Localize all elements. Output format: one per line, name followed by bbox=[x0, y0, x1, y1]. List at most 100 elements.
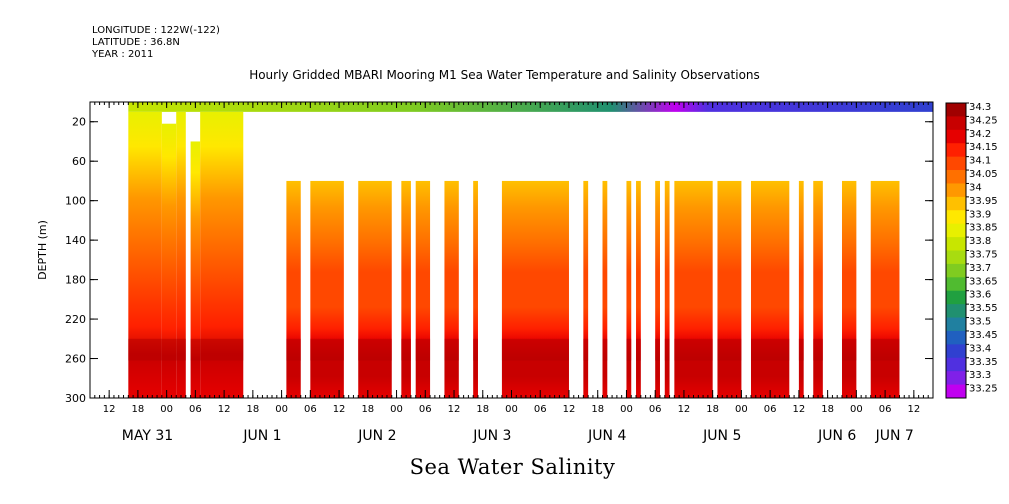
y-tick-label-20: 20 bbox=[72, 116, 86, 129]
x-tick-label-24: 06 bbox=[764, 404, 777, 415]
salinity-column-15 bbox=[626, 180, 632, 398]
x-tick-label-8: 06 bbox=[304, 404, 317, 415]
salinity-column-11 bbox=[473, 180, 478, 398]
legend-label-13: 33.65 bbox=[969, 276, 998, 287]
x-day-label-6: JUN 6 bbox=[817, 428, 856, 444]
x-tick-label-20: 06 bbox=[649, 404, 662, 415]
legend-swatch-16 bbox=[946, 317, 966, 332]
x-tick-label-5: 12 bbox=[218, 404, 231, 415]
chart-title: Hourly Gridded MBARI Mooring M1 Sea Wate… bbox=[249, 68, 760, 82]
y-tick-label-100: 100 bbox=[65, 195, 86, 208]
legend-swatch-9 bbox=[946, 223, 966, 238]
x-tick-label-18: 18 bbox=[591, 404, 604, 415]
legend-label-4: 34.1 bbox=[969, 156, 991, 167]
x-tick-label-7: 00 bbox=[275, 404, 288, 415]
x-tick-label-21: 12 bbox=[678, 404, 691, 415]
legend-label-21: 33.25 bbox=[969, 384, 998, 395]
legend-swatch-0 bbox=[946, 103, 966, 117]
y-tick-label-140: 140 bbox=[65, 234, 86, 247]
legend-label-5: 34.05 bbox=[969, 169, 998, 180]
legend-swatch-14 bbox=[946, 290, 966, 305]
salinity-column-21 bbox=[750, 180, 790, 398]
salinity-core-8 bbox=[401, 338, 411, 361]
legend-label-14: 33.6 bbox=[969, 290, 991, 301]
x-day-label-1: JUN 1 bbox=[242, 428, 281, 444]
salinity-core-16 bbox=[636, 338, 641, 361]
x-tick-label-16: 06 bbox=[534, 404, 547, 415]
salinity-column-1 bbox=[161, 123, 177, 398]
legend-swatch-1 bbox=[946, 116, 966, 131]
x-tick-label-9: 12 bbox=[333, 404, 346, 415]
salinity-core-13 bbox=[583, 338, 589, 361]
legend-label-1: 34.25 bbox=[969, 115, 998, 126]
legend-label-2: 34.2 bbox=[969, 129, 991, 140]
legend-swatch-2 bbox=[946, 129, 966, 144]
color-legend: 34.3 34.25 34.2 34.15 34.1 34.05 34 33.95 33.9 33… bbox=[945, 102, 998, 399]
x-tick-label-11: 00 bbox=[390, 404, 403, 415]
salinity-core-2 bbox=[176, 338, 186, 361]
legend-swatch-15 bbox=[946, 304, 966, 318]
legend-swatch-20 bbox=[946, 371, 966, 385]
legend-label-18: 33.4 bbox=[969, 343, 991, 354]
legend-swatch-11 bbox=[946, 250, 966, 265]
legend-swatch-8 bbox=[946, 210, 966, 225]
x-tick-label-29: 12 bbox=[907, 404, 920, 415]
salinity-column-5 bbox=[286, 180, 301, 398]
x-day-label-5: JUN 5 bbox=[702, 428, 741, 444]
salinity-core-1 bbox=[161, 338, 177, 361]
salinity-core-5 bbox=[286, 338, 301, 361]
salinity-core-9 bbox=[415, 338, 431, 361]
salinity-column-14 bbox=[602, 180, 608, 398]
x-tick-label-23: 00 bbox=[735, 404, 748, 415]
legend-label-17: 33.45 bbox=[969, 330, 998, 341]
latitude-label: LATITUDE : 36.8N bbox=[92, 37, 180, 48]
x-tick-label-17: 12 bbox=[563, 404, 576, 415]
salinity-column-23 bbox=[813, 180, 823, 398]
x-tick-label-28: 06 bbox=[879, 404, 892, 415]
salinity-column-18 bbox=[664, 180, 670, 398]
x-tick-label-25: 12 bbox=[793, 404, 806, 415]
x-tick-label-13: 12 bbox=[448, 404, 461, 415]
longitude-label: LONGITUDE : 122W(-122) bbox=[92, 25, 220, 36]
legend-label-9: 33.85 bbox=[969, 223, 998, 234]
salinity-column-19 bbox=[674, 180, 713, 398]
salinity-core-20 bbox=[717, 338, 742, 361]
salinity-column-16 bbox=[636, 180, 641, 398]
legend-swatch-17 bbox=[946, 330, 966, 345]
salinity-core-10 bbox=[444, 338, 459, 361]
legend-swatch-7 bbox=[946, 196, 966, 211]
legend-swatch-4 bbox=[946, 156, 966, 171]
legend-swatch-10 bbox=[946, 237, 966, 251]
salinity-column-10 bbox=[444, 180, 459, 398]
salinity-core-11 bbox=[473, 338, 478, 361]
salinity-core-25 bbox=[870, 338, 900, 361]
salinity-core-12 bbox=[501, 338, 569, 361]
salinity-core-18 bbox=[664, 338, 670, 361]
x-tick-label-12: 06 bbox=[419, 404, 432, 415]
axes-layer: 20 60 100 140 180 220 260 300 DEPTH (m) 12 18 00 06 1… bbox=[36, 101, 934, 444]
legend-label-8: 33.9 bbox=[969, 209, 991, 220]
x-day-label-3: JUN 3 bbox=[472, 428, 511, 444]
legend-label-6: 34 bbox=[969, 182, 982, 193]
y-tick-label-300: 300 bbox=[65, 392, 86, 405]
salinity-core-4 bbox=[200, 338, 244, 361]
x-tick-label-26: 18 bbox=[821, 404, 834, 415]
legend-label-15: 33.55 bbox=[969, 303, 998, 314]
salinity-column-7 bbox=[358, 180, 392, 398]
salinity-column-22 bbox=[798, 180, 804, 398]
salinity-core-19 bbox=[674, 338, 713, 361]
x-tick-label-14: 18 bbox=[476, 404, 489, 415]
salinity-column-17 bbox=[655, 180, 660, 398]
salinity-core-24 bbox=[841, 338, 857, 361]
y-axis-label: DEPTH (m) bbox=[36, 220, 49, 280]
salinity-core-7 bbox=[358, 338, 392, 361]
salinity-core-0 bbox=[128, 338, 162, 361]
salinity-column-20 bbox=[717, 180, 742, 398]
salinity-core-15 bbox=[626, 338, 632, 361]
x-tick-label-15: 00 bbox=[505, 404, 518, 415]
x-tick-label-6: 18 bbox=[246, 404, 259, 415]
legend-label-19: 33.35 bbox=[969, 357, 998, 368]
salinity-core-21 bbox=[750, 338, 790, 361]
legend-label-20: 33.3 bbox=[969, 370, 991, 381]
salinity-core-14 bbox=[602, 338, 608, 361]
